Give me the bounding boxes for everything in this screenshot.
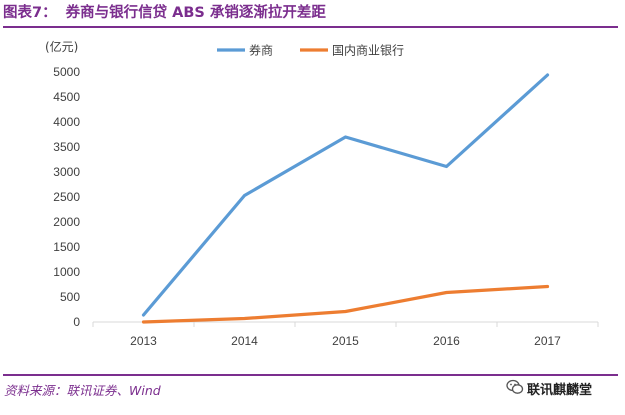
y-tick-label: 1500 [53,240,80,254]
y-tick-label: 2000 [53,215,80,229]
series-line-2 [141,284,550,324]
series-line-1 [141,73,550,317]
y-tick-label: 3000 [53,165,80,179]
figure-title-text: 券商与银行信贷 ABS 承销逐渐拉开差距 [65,5,326,21]
figure-label: 图表7： [3,5,57,21]
legend-label: 券商 [249,43,273,58]
y-tick-label: 0 [73,315,80,329]
x-tick-label: 2017 [534,334,561,348]
y-tick-label: 4500 [53,90,80,104]
figure-title: 图表7： 券商与银行信贷 ABS 承销逐渐拉开差距 [3,2,618,28]
y-tick-label: 3500 [53,140,80,154]
y-tick-label: 1000 [53,265,80,279]
footer-divider [3,374,618,376]
y-tick-label: 5000 [53,65,80,79]
y-tick-label: 500 [60,290,80,304]
x-tick-label: 2014 [231,334,258,348]
legend-label: 国内商业银行 [332,43,404,58]
x-tick-label: 2016 [433,334,460,348]
watermark-text: 联讯麒麟堂 [527,383,593,398]
x-tick-label: 2013 [130,334,157,348]
y-tick-label: 4000 [53,115,80,129]
y-tick-label: 2500 [53,190,80,204]
source-note: 资料来源：联讯证券、Wind [4,383,161,398]
wechat-icon [506,379,524,394]
x-tick-label: 2015 [332,334,359,348]
y-unit-label: (亿元) [45,39,78,54]
